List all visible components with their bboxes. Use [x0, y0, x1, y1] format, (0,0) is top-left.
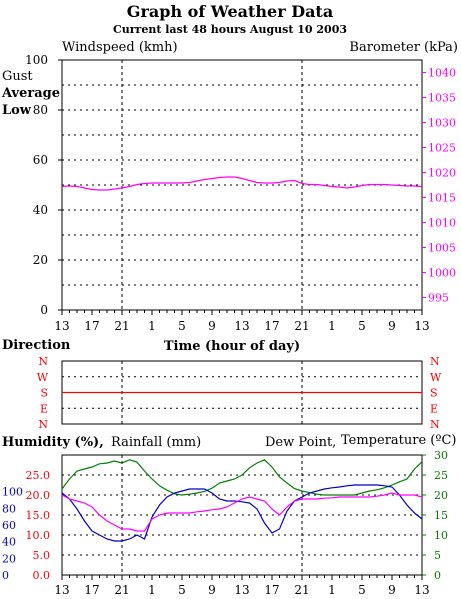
chart-subtitle: Current last 48 hours August 10 2003 — [113, 23, 347, 36]
humidity-tick-label: 80 — [2, 502, 16, 515]
windspeed-tick-label: 0 — [40, 303, 48, 317]
windspeed-axis-label: Windspeed (kmh) — [62, 40, 178, 55]
time-tick-label-wind: 1 — [328, 319, 336, 333]
barometer-tick-label: 995 — [428, 292, 449, 305]
humidity-tick-label: 40 — [2, 536, 16, 549]
direction-tick-label-left: W — [37, 371, 49, 384]
barometer-tick-label: 1005 — [428, 242, 456, 255]
time-tick-label-wind: 5 — [178, 319, 186, 333]
barometer-tick-label: 1035 — [428, 92, 456, 105]
barometer-line — [61, 176, 423, 191]
time-tick-label-climate: 5 — [358, 583, 366, 597]
barometer-tick-label: 1040 — [428, 67, 456, 80]
rainfall-tick-label: 0.0 — [33, 569, 51, 582]
direction-axis-label: Direction — [2, 338, 71, 353]
time-tick-label-wind: 21 — [114, 319, 129, 333]
temperature-tick-label: 5 — [434, 549, 441, 562]
time-tick-label-climate: 17 — [84, 583, 99, 597]
time-tick-label-climate: 5 — [178, 583, 186, 597]
rainfall-tick-label: 20.0 — [26, 489, 51, 502]
time-tick-label-wind: 13 — [414, 319, 429, 333]
time-tick-label-climate: 13 — [234, 583, 249, 597]
barometer-tick-label: 1000 — [428, 267, 456, 280]
barometer-tick-label: 1020 — [428, 167, 456, 180]
windspeed-tick-label: 100 — [25, 53, 48, 67]
windspeed-tick-label: 80 — [33, 103, 48, 117]
time-tick-label-climate: 1 — [328, 583, 336, 597]
windspeed-tick-label: 60 — [33, 153, 48, 167]
humidity-tick-label: 100 — [2, 486, 23, 499]
barometer-tick-label: 1030 — [428, 117, 456, 130]
temperature-tick-label: 10 — [434, 529, 448, 542]
dewpoint-axis-label: Dew Point, — [265, 435, 336, 450]
time-tick-label-climate: 21 — [294, 583, 309, 597]
time-tick-label-climate: 17 — [264, 583, 279, 597]
legend-average: Average — [1, 86, 60, 101]
time-tick-label-climate: 13 — [414, 583, 429, 597]
time-tick-label-wind: 5 — [358, 319, 366, 333]
rainfall-tick-label: 5.0 — [33, 549, 51, 562]
legend-low: Low — [2, 103, 32, 118]
humidity-tick-label: 60 — [2, 519, 16, 532]
time-tick-label-climate: 21 — [114, 583, 129, 597]
time-tick-label-climate: 9 — [388, 583, 396, 597]
temperature-tick-label: 20 — [434, 489, 448, 502]
barometer-axis-label: Barometer (kPa) — [349, 40, 458, 55]
time-tick-label-wind: 17 — [264, 319, 279, 333]
temperature-tick-label: 25 — [434, 469, 448, 482]
humidity-tick-label: 0 — [2, 569, 9, 582]
rainfall-axis-label: Rainfall (mm) — [111, 435, 201, 450]
rainfall-tick-label: 10.0 — [26, 529, 51, 542]
chart-title: Graph of Weather Data — [127, 2, 333, 21]
time-tick-label-climate: 9 — [208, 583, 216, 597]
humidity-axis-label: Humidity (%), — [2, 435, 104, 450]
time-tick-label-wind: 9 — [208, 319, 216, 333]
rainfall-tick-label: 25.0 — [26, 469, 51, 482]
time-tick-label-wind: 13 — [54, 319, 69, 333]
time-tick-label-wind: 9 — [388, 319, 396, 333]
time-tick-label-wind: 1 — [148, 319, 156, 333]
direction-tick-label-left: S — [40, 387, 48, 400]
direction-tick-label-right: N — [430, 418, 440, 431]
temperature-tick-label: 30 — [434, 449, 448, 462]
dew-point-line — [61, 492, 423, 532]
direction-tick-label-right: N — [430, 355, 440, 368]
humidity-tick-label: 20 — [2, 552, 16, 565]
barometer-tick-label: 1025 — [428, 142, 456, 155]
temperature-tick-label: 0 — [434, 569, 441, 582]
humidity-line — [61, 484, 423, 542]
direction-tick-label-right: W — [430, 371, 442, 384]
time-tick-label-climate: 1 — [148, 583, 156, 597]
windspeed-tick-label: 40 — [33, 203, 48, 217]
barometer-tick-label: 1010 — [428, 217, 456, 230]
rainfall-tick-label: 15.0 — [26, 509, 51, 522]
barometer-tick-label: 1015 — [428, 192, 456, 205]
direction-tick-label-right: E — [430, 402, 438, 415]
temperature-axis-label: Temperature (ºC) — [341, 433, 457, 448]
temperature-tick-label: 15 — [434, 509, 448, 522]
windspeed-tick-label: 20 — [33, 253, 48, 267]
temperature-line — [61, 459, 423, 496]
time-tick-label-wind: 13 — [234, 319, 249, 333]
direction-tick-label-left: N — [38, 418, 48, 431]
legend-gust: Gust — [2, 69, 33, 84]
time-tick-label-wind: 21 — [294, 319, 309, 333]
time-tick-label-wind: 17 — [84, 319, 99, 333]
time-axis-label: Time (hour of day) — [164, 339, 300, 354]
direction-tick-label-left: E — [40, 402, 48, 415]
chart-marks: 0204060801009951000100510101015102010251… — [2, 53, 456, 597]
direction-tick-label-right: S — [430, 387, 438, 400]
direction-tick-label-left: N — [38, 355, 48, 368]
time-tick-label-climate: 13 — [54, 583, 69, 597]
